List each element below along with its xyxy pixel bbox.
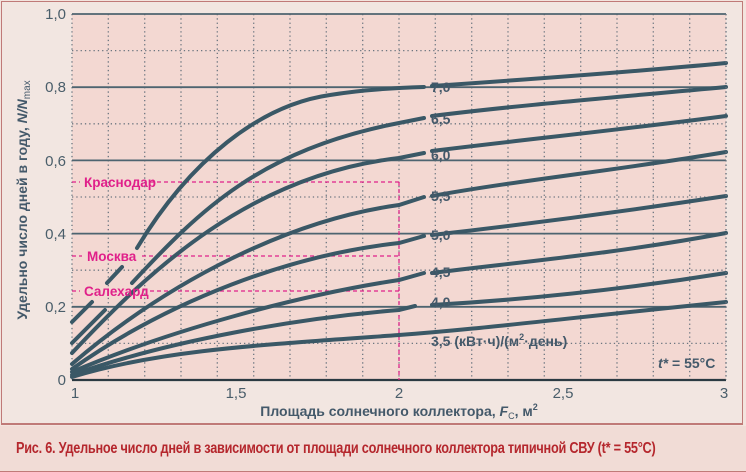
curve-4-5: [70, 231, 728, 374]
curve-7-0: [70, 61, 728, 324]
series-label-7-0: 7,0: [431, 79, 451, 95]
series-curves: [70, 61, 728, 379]
caption-bar: Рис. 6. Удельное число дней в зависимост…: [0, 426, 746, 472]
y-tick-labels: 0 0,2 0,4 0,6 0,8 1,0: [45, 6, 66, 389]
curve-6-0: [70, 114, 728, 355]
city-label-moskva: Москва: [87, 249, 137, 264]
x-tick-1-5: 1,5: [226, 385, 247, 402]
x-tick-1: 1: [71, 385, 79, 402]
x-tick-2: 2: [395, 385, 403, 402]
y-tick-0-4: 0,4: [45, 226, 66, 243]
x-tick-2-5: 2,5: [553, 385, 574, 402]
series-label-5-5: 5,5: [431, 188, 451, 204]
curve-5-0: [70, 194, 728, 371]
y-tick-1-0: 1,0: [45, 6, 66, 23]
curve-5-5: [70, 150, 728, 366]
y-tick-0-6: 0,6: [45, 153, 66, 170]
series-label-4-5: 4,5: [431, 264, 451, 280]
curve-3-5: [70, 300, 728, 379]
y-tick-0-2: 0,2: [45, 299, 66, 316]
series-label-5-0: 5,0: [431, 227, 451, 243]
curve-4-0: [70, 271, 728, 377]
city-label-salekhard: Салехард: [84, 284, 149, 299]
city-label-krasnodar: Краснодар: [84, 175, 156, 190]
temperature-annotation: t* = 55°C: [658, 355, 715, 371]
x-axis-title: Площадь солнечного коллектора, FС, м2: [260, 402, 537, 421]
x-tick-3: 3: [720, 385, 728, 402]
series-label-6-5: 6,5: [431, 111, 451, 127]
x-tick-labels: 1 1,5 2 2,5 3: [71, 385, 728, 402]
chart-svg: 7,0 6,5 6,0 5,5 5,0 4,5 4,0 3,5 (кВт·ч)/…: [14, 6, 728, 421]
series-label-3-5: 3,5 (кВт·ч)/(м2·день): [431, 332, 567, 349]
y-axis-title: Удельно число дней в году, N/Nmax: [14, 80, 33, 319]
figure-caption: Рис. 6. Удельное число дней в зависимост…: [16, 440, 656, 457]
curve-6-5: [70, 85, 728, 345]
y-tick-0: 0: [58, 372, 66, 389]
series-label-4-0: 4,0: [431, 294, 451, 310]
y-tick-0-8: 0,8: [45, 79, 66, 96]
series-label-6-0: 6,0: [431, 147, 451, 163]
